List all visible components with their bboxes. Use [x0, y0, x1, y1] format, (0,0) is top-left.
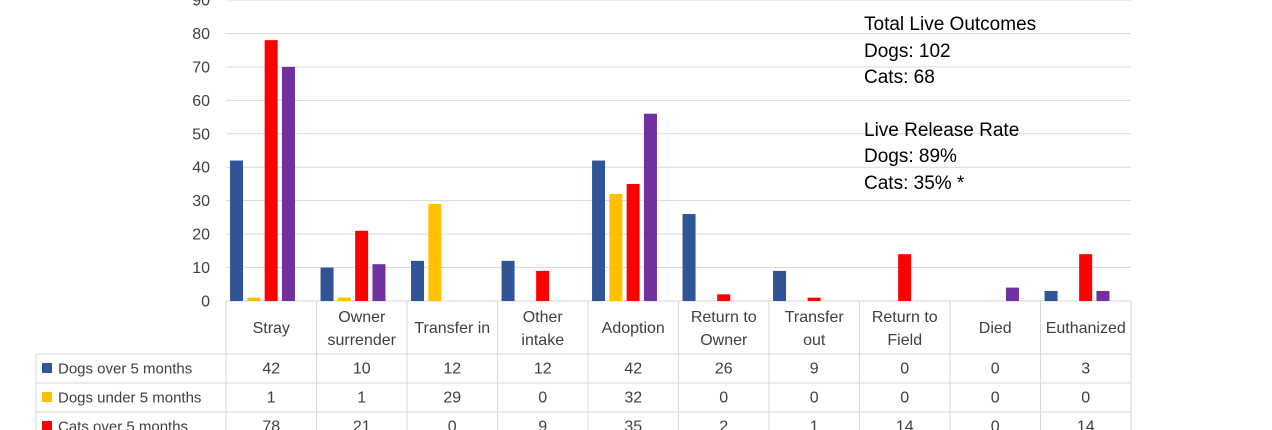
- category-label: Owner: [700, 332, 748, 349]
- bar: [717, 294, 731, 301]
- table-cell: 42: [262, 361, 280, 378]
- bar: [428, 204, 442, 301]
- bar: [609, 193, 623, 301]
- table-cell: 42: [624, 361, 642, 378]
- legend-key: [42, 421, 52, 430]
- table-cell: 32: [624, 390, 642, 407]
- table-cell: 29: [443, 390, 461, 407]
- legend-label: Dogs under 5 months: [58, 390, 201, 407]
- y-tick-label: 70: [192, 59, 210, 76]
- table-cell: 0: [448, 419, 457, 430]
- table-cell: 1: [267, 390, 276, 407]
- y-tick-label: 50: [192, 126, 210, 143]
- table-cell: 10: [353, 361, 371, 378]
- legend-key: [42, 392, 52, 402]
- bar: [355, 230, 369, 301]
- y-tick-label: 20: [192, 227, 210, 244]
- table-cell: 0: [900, 361, 909, 378]
- y-tick-label: 30: [192, 193, 210, 210]
- table-cell: 21: [353, 419, 371, 430]
- category-label: Adoption: [602, 320, 665, 337]
- category-label: Transfer in: [414, 320, 490, 337]
- table-cell: 78: [262, 419, 280, 430]
- category-label: Stray: [253, 320, 290, 337]
- category-label: Euthanized: [1046, 320, 1126, 337]
- table-cell: 3: [1081, 361, 1090, 378]
- table-cell: 0: [991, 361, 1000, 378]
- table-cell: 12: [534, 361, 552, 378]
- bar: [372, 264, 386, 301]
- category-label: Died: [979, 320, 1012, 337]
- bar: [807, 297, 821, 301]
- y-tick-label: 60: [192, 93, 210, 110]
- bar: [1044, 290, 1058, 301]
- y-tick-label: 10: [192, 260, 210, 277]
- total-live-outcomes-title: Total Live Outcomes: [864, 14, 1037, 35]
- bar: [643, 113, 657, 301]
- bar: [247, 297, 261, 301]
- bar: [501, 260, 515, 301]
- bar: [337, 297, 351, 301]
- table-cell: 2: [719, 419, 728, 430]
- table-cell: 12: [443, 361, 461, 378]
- table-cell: 1: [357, 390, 366, 407]
- table-cell: 14: [1077, 419, 1095, 430]
- table-cell: 0: [900, 390, 909, 407]
- bar: [320, 267, 334, 301]
- table-cell: 26: [715, 361, 733, 378]
- table-cell: 9: [810, 361, 819, 378]
- bar: [536, 270, 550, 301]
- table-cell: 0: [810, 390, 819, 407]
- table-cell: 1: [810, 419, 819, 430]
- table-cell: 0: [538, 390, 547, 407]
- summary-annotation: Total Live Outcomes Dogs: 102 Cats: 68 L…: [864, 12, 1036, 197]
- table-cell: 35: [624, 419, 642, 430]
- table-cell: 14: [896, 419, 914, 430]
- bar: [1079, 254, 1093, 301]
- table-cell: 0: [1081, 390, 1090, 407]
- category-label: out: [803, 332, 826, 349]
- category-label: Transfer: [785, 309, 845, 326]
- live-release-rate-dogs: Dogs: 89%: [864, 146, 957, 167]
- live-release-rate-cats: Cats: 35% *: [864, 172, 965, 194]
- category-label: intake: [521, 332, 564, 349]
- category-label: Field: [887, 332, 922, 349]
- y-tick-label: 0: [201, 294, 210, 311]
- bar: [773, 270, 787, 301]
- bar: [264, 40, 278, 302]
- bar: [592, 160, 606, 301]
- y-tick-label: 80: [192, 26, 210, 43]
- y-tick-label: 40: [192, 160, 210, 177]
- bar: [626, 183, 640, 301]
- category-label: Return to: [872, 309, 938, 326]
- bar: [1096, 290, 1110, 301]
- legend-label: Dogs over 5 months: [58, 361, 192, 378]
- total-live-outcomes-cats: Cats: 68: [864, 67, 935, 88]
- table-cell: 9: [538, 419, 547, 430]
- bar: [898, 254, 912, 301]
- bar: [411, 260, 425, 301]
- bar: [281, 66, 295, 301]
- table-cell: 0: [991, 419, 1000, 430]
- legend-key: [42, 363, 52, 373]
- legend-label: Cats over 5 months: [58, 419, 188, 430]
- total-live-outcomes-dogs: Dogs: 102: [864, 40, 951, 62]
- table-cell: 0: [719, 390, 728, 407]
- table-cell: 0: [991, 390, 1000, 407]
- bar: [682, 214, 696, 301]
- category-label: Other: [523, 309, 564, 326]
- category-label: Owner: [338, 309, 386, 326]
- bar: [230, 160, 244, 301]
- category-label: Return to: [691, 309, 757, 326]
- y-tick-label: 90: [192, 0, 210, 10]
- live-release-rate-title: Live Release Rate: [864, 119, 1020, 141]
- category-label: surrender: [328, 332, 397, 349]
- bar: [1005, 287, 1019, 301]
